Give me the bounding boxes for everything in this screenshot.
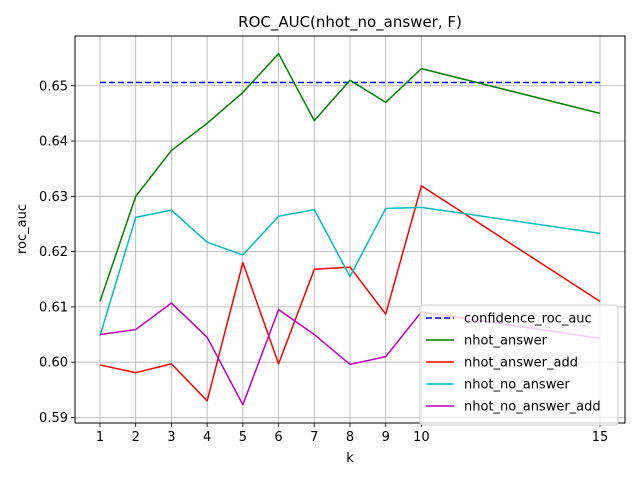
chart-title: ROC_AUC(nhot_no_answer, F) [238,13,462,32]
y-tick-label: 0.64 [39,135,68,150]
x-tick-label: 15 [592,430,609,445]
x-tick-label: 4 [203,430,211,445]
x-tick-label: 8 [346,430,354,445]
legend-entry: confidence_roc_auc [464,312,592,327]
y-tick-label: 0.62 [39,245,68,260]
legend-entry: nhot_no_answer_add [464,400,601,415]
ticks: 1 2 3 4 5 6 7 8 9 10 15 0.59 0.60 0.61 0.62 0.63 0.64 0.6… [39,79,608,445]
legend: confidence_roc_auc nhot_answer nhot_answer… [419,304,619,426]
series-line-nhot-no-answer-add [99,302,601,406]
y-tick-label: 0.61 [39,300,68,315]
x-axis-label: k [346,451,354,466]
x-tick-label: 3 [167,430,175,445]
legend-entry: nhot_answer_add [464,356,578,371]
x-tick-label: 7 [310,430,318,445]
x-tick-label: 1 [96,430,104,445]
series-line-nhot-answer-add [99,185,601,402]
series-layer [99,52,601,406]
x-tick-label: 6 [274,430,282,445]
legend-entry: nhot_answer [464,334,548,349]
legend-entry: nhot_no_answer [464,378,570,393]
y-axis-label: roc_auc [15,204,30,254]
x-tick-label: 2 [132,430,140,445]
y-tick-label: 0.60 [39,356,68,371]
x-tick-label: 5 [239,430,247,445]
series-line-nhot-answer [99,52,601,302]
x-tick-label: 10 [413,430,430,445]
legend-box [419,304,619,426]
x-tick-label: 9 [382,430,390,445]
series-line-nhot-no-answer [99,206,601,336]
y-tick-label: 0.59 [39,411,68,426]
y-tick-label: 0.65 [39,79,68,94]
y-tick-label: 0.63 [39,190,68,205]
